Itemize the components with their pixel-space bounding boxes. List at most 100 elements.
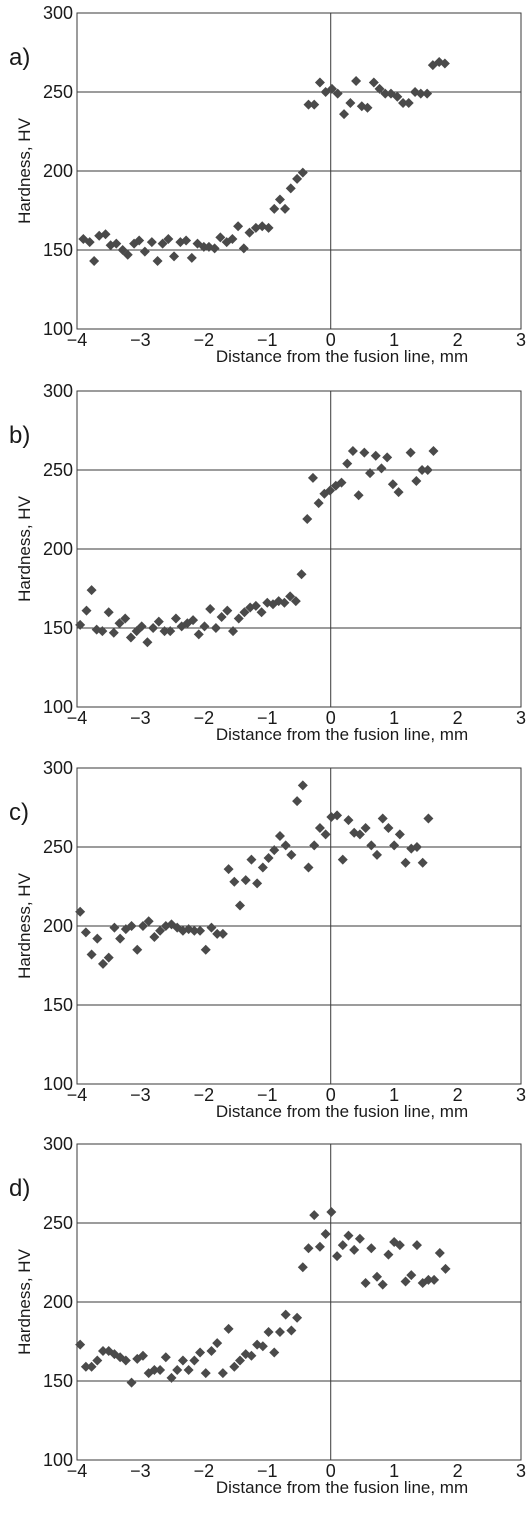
data-point xyxy=(320,829,331,840)
data-point xyxy=(239,607,250,618)
data-point xyxy=(89,256,100,267)
data-point xyxy=(290,596,301,607)
data-point xyxy=(240,875,251,886)
data-point xyxy=(244,227,255,238)
data-point xyxy=(215,232,226,243)
data-point xyxy=(366,840,377,851)
data-point xyxy=(377,813,388,824)
data-point xyxy=(250,600,261,611)
data-point xyxy=(285,183,296,194)
data-point xyxy=(429,1274,440,1285)
data-point xyxy=(86,1361,97,1372)
data-point xyxy=(223,864,234,875)
data-point xyxy=(332,88,343,99)
y-axis-label: Hardness, HV xyxy=(15,1248,34,1354)
data-point xyxy=(263,1327,274,1338)
data-point xyxy=(132,944,143,955)
data-point xyxy=(383,823,394,834)
data-point xyxy=(126,1377,137,1388)
data-point xyxy=(92,1355,103,1366)
data-point xyxy=(157,238,168,249)
data-point xyxy=(269,1347,280,1358)
chart-panel-a: 100 150 200 250 300 −4 −3 −2 −1 0 1 2 3 a) Hardness, H… xyxy=(9,3,526,366)
data-point xyxy=(285,591,296,602)
y-tick-label: 100 xyxy=(43,1074,73,1094)
y-tick-label: 250 xyxy=(43,460,73,480)
y-tick-label: 300 xyxy=(43,3,73,23)
x-tick-label: −1 xyxy=(257,1085,278,1105)
data-point xyxy=(326,83,337,94)
data-point xyxy=(362,102,373,113)
x-tick-label: 3 xyxy=(516,708,526,728)
panel-label: b) xyxy=(9,422,30,449)
data-point xyxy=(314,77,325,88)
data-point xyxy=(155,1364,166,1375)
data-point xyxy=(169,251,180,262)
data-point xyxy=(166,1372,177,1383)
data-point xyxy=(368,77,379,88)
data-point xyxy=(159,626,170,637)
data-point xyxy=(342,458,353,469)
y-tick-label: 200 xyxy=(43,161,73,181)
x-tick-label: −1 xyxy=(257,708,278,728)
data-point xyxy=(125,632,136,643)
data-point xyxy=(189,925,200,936)
data-point xyxy=(415,88,426,99)
data-point xyxy=(400,857,411,868)
data-point xyxy=(383,1249,394,1260)
y-tick-label: 150 xyxy=(43,995,73,1015)
data-point xyxy=(394,1240,405,1251)
data-point xyxy=(189,1355,200,1366)
data-point xyxy=(434,56,445,67)
data-point xyxy=(212,928,223,939)
data-point xyxy=(389,840,400,851)
data-point xyxy=(155,925,166,936)
data-point xyxy=(256,607,267,618)
x-tick-label: 3 xyxy=(516,330,526,350)
data-point xyxy=(279,597,290,608)
data-point xyxy=(134,235,145,246)
x-axis-label: Distance from the fusion line, mm xyxy=(216,1102,468,1121)
data-point xyxy=(376,463,387,474)
data-point xyxy=(212,1338,223,1349)
y-tick-label: 100 xyxy=(43,319,73,339)
data-point xyxy=(380,88,391,99)
x-axis-label: Distance from the fusion line, mm xyxy=(216,347,468,366)
data-point xyxy=(148,623,159,633)
x-axis-label: Distance from the fusion line, mm xyxy=(216,1478,468,1497)
data-point xyxy=(309,99,320,110)
data-point xyxy=(206,922,217,933)
x-tick-label: 0 xyxy=(326,1085,336,1105)
data-point xyxy=(314,823,325,834)
data-point xyxy=(217,928,228,939)
data-point xyxy=(137,921,148,931)
data-point xyxy=(326,1206,337,1217)
y-tick-label: 250 xyxy=(43,837,73,857)
x-tick-label: 1 xyxy=(389,1085,399,1105)
data-point xyxy=(142,637,153,648)
data-point xyxy=(394,829,405,840)
data-point xyxy=(98,958,109,969)
x-tick-label: 1 xyxy=(389,330,399,350)
x-tick-label: 1 xyxy=(389,708,399,728)
data-point xyxy=(297,167,308,178)
data-point xyxy=(269,845,280,856)
data-point xyxy=(339,109,350,120)
data-point xyxy=(297,780,308,791)
data-point xyxy=(160,1352,171,1363)
data-point xyxy=(428,446,439,457)
x-tick-label: 3 xyxy=(516,1085,526,1105)
data-point xyxy=(86,949,97,960)
chart-panel-d: 100 150 200 250 300 −4 −3 −2 −1 0 1 2 3 d) Hardness, H… xyxy=(9,1134,526,1497)
y-tick-label: 150 xyxy=(43,240,73,260)
data-point xyxy=(280,203,291,214)
data-point xyxy=(228,626,239,637)
data-point xyxy=(377,1279,388,1290)
x-tick-label: −3 xyxy=(130,1085,151,1105)
data-point xyxy=(227,233,238,244)
x-tick-label: 0 xyxy=(326,1461,336,1481)
data-point xyxy=(81,605,92,616)
panel-label: a) xyxy=(9,44,30,71)
x-tick-label: −2 xyxy=(194,330,215,350)
